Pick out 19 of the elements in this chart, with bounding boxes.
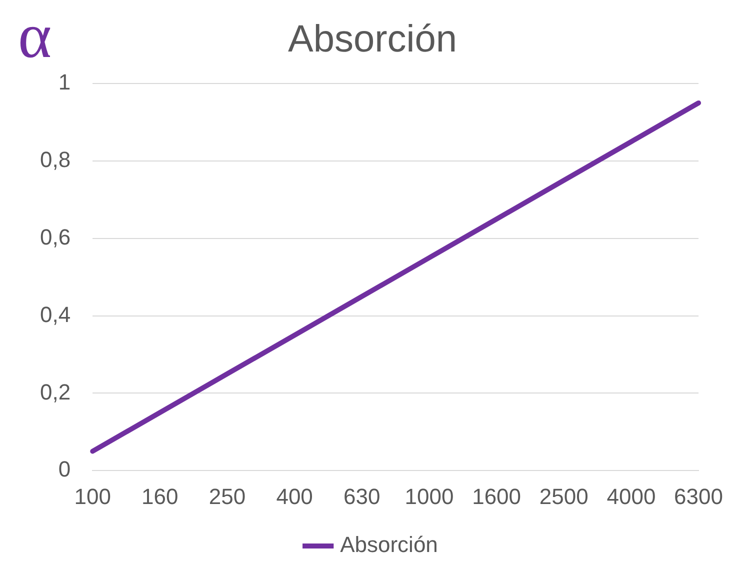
x-tick-label: 100 [74,484,111,509]
x-tick-label: 1600 [472,484,522,509]
y-tick-label: 0,4 [40,302,71,327]
y-tick-label: 0,2 [40,379,71,404]
x-tick-label: 2500 [539,484,588,509]
x-tick-label: 4000 [606,484,656,509]
y-tick-label: 0,6 [40,224,71,250]
x-tick-label: 250 [208,484,246,509]
x-tick-label: 160 [142,484,178,509]
y-tick-label: 0,8 [40,147,71,172]
x-tick-label: 6300 [674,484,724,509]
y-axis-title: α [18,0,52,71]
x-tick-label: 630 [344,484,380,509]
y-tick-label: 1 [58,70,71,95]
x-tick-label: 400 [276,484,313,509]
x-tick-label: 1000 [404,484,454,509]
y-tick-label: 0 [58,456,71,482]
legend-label: Absorción [340,532,438,558]
chart-title: Absorción [288,18,457,60]
